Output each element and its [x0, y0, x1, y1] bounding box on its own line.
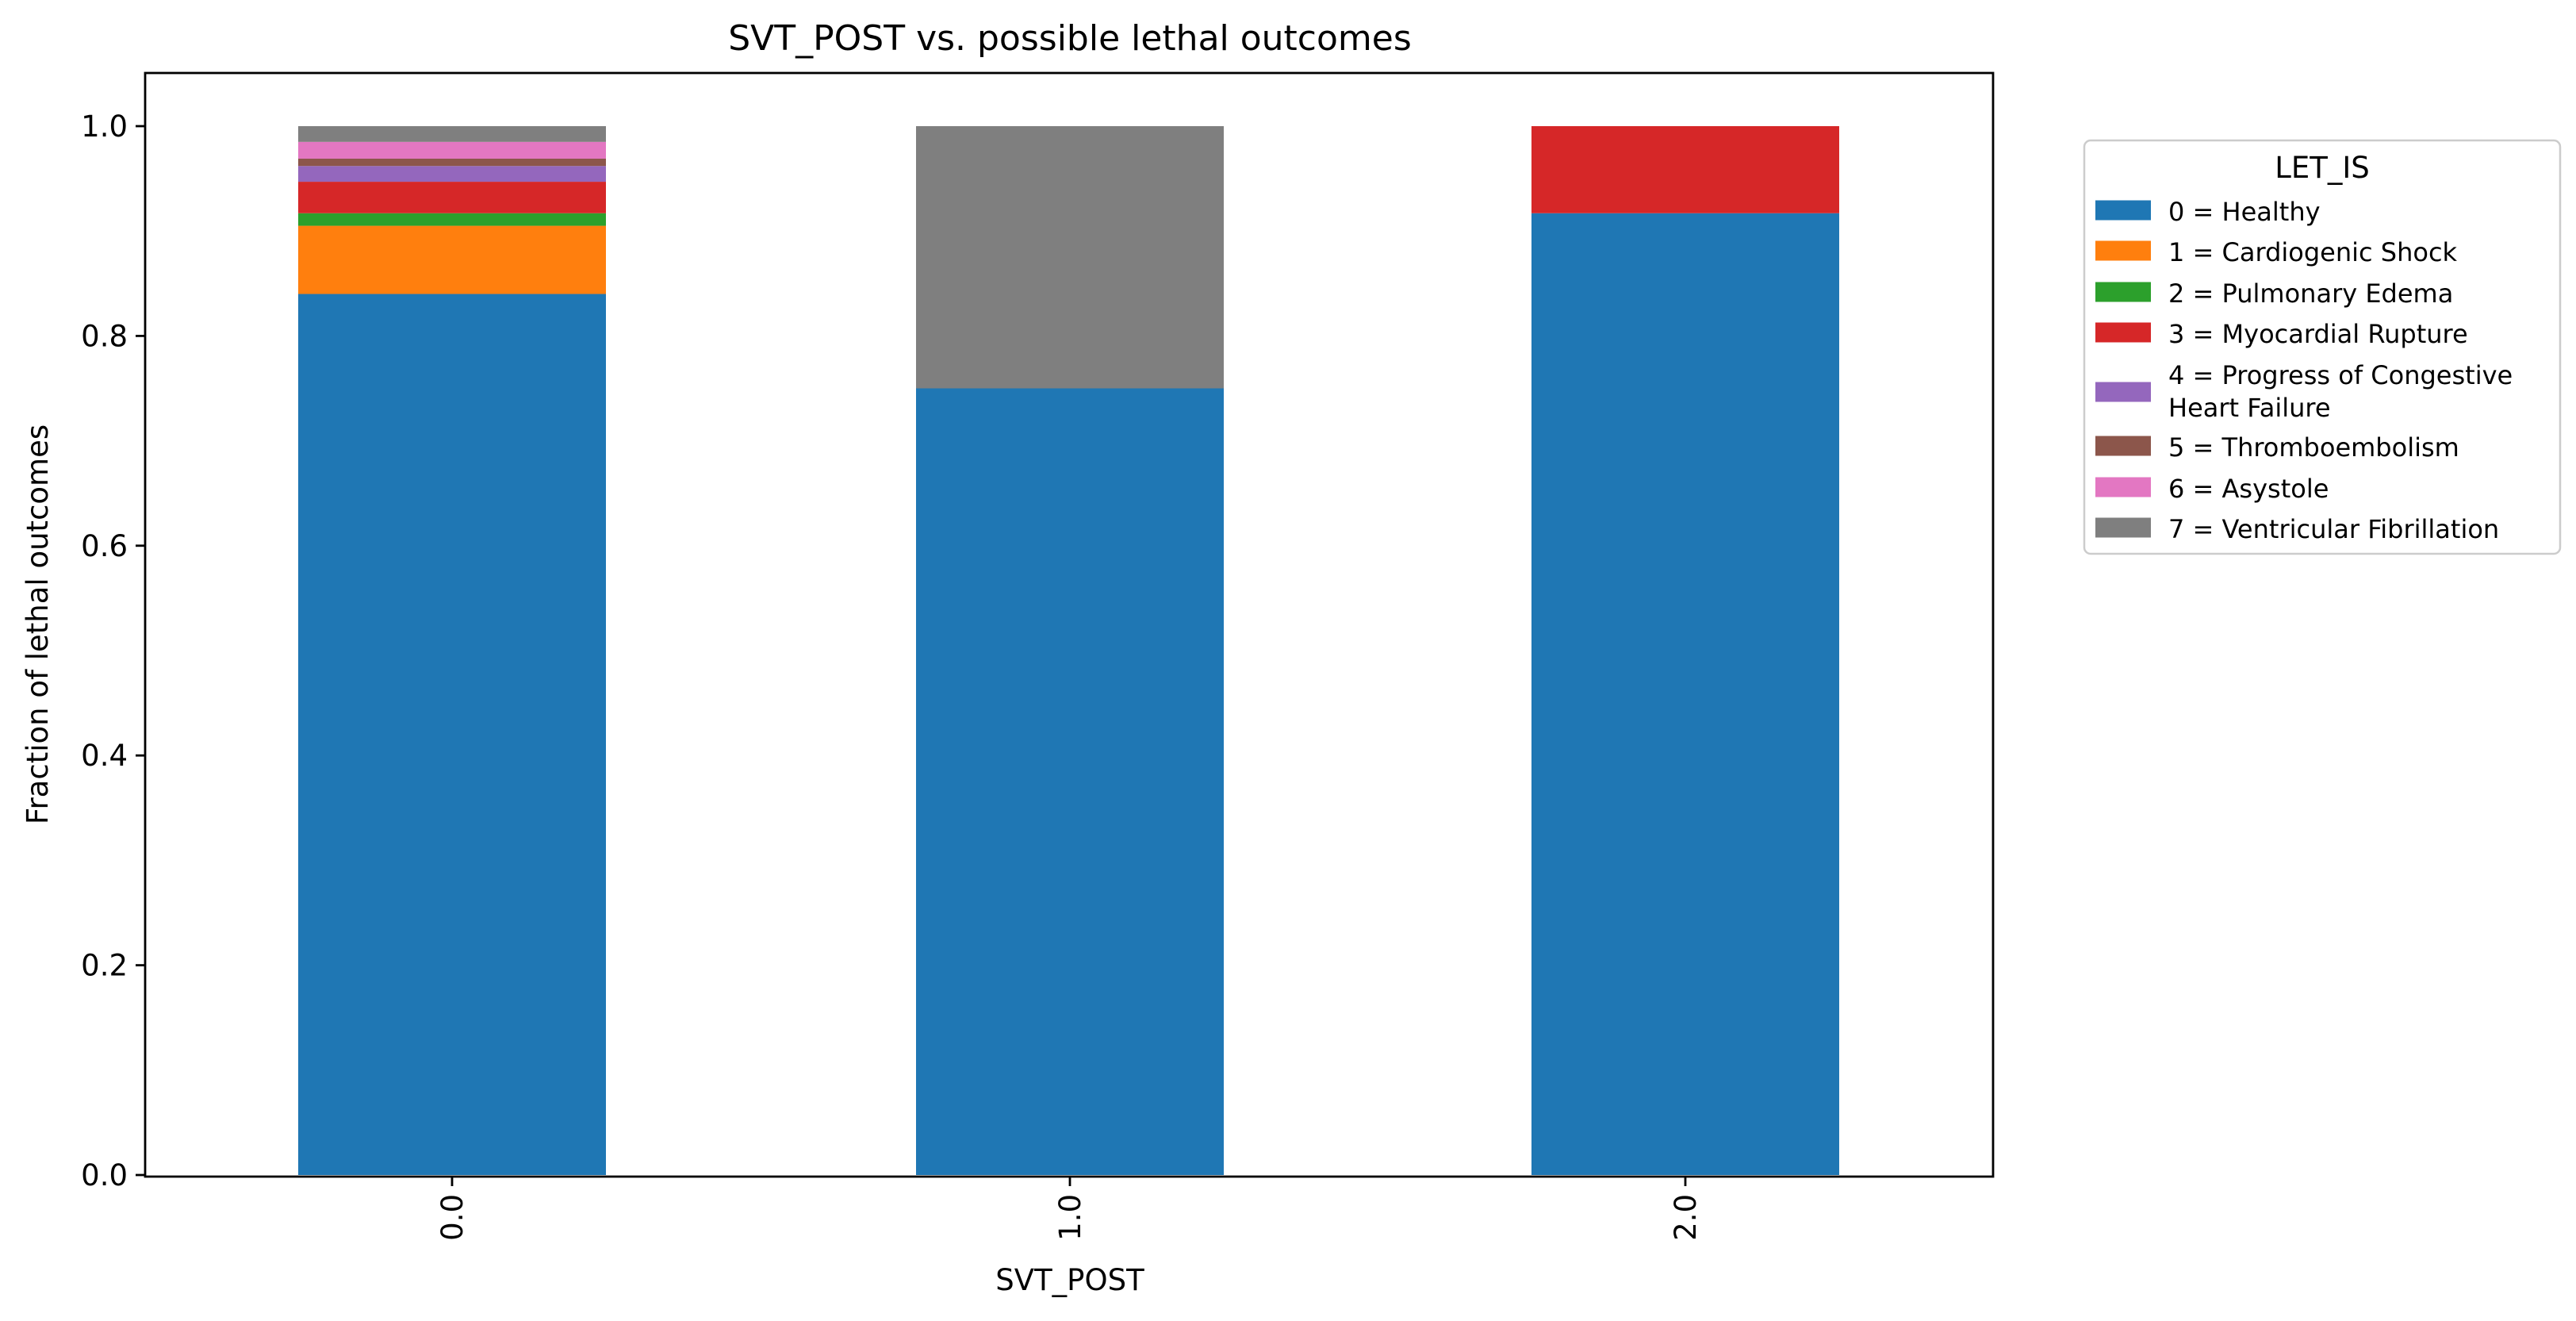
legend-swatch	[2095, 200, 2151, 221]
bar-segment	[298, 166, 606, 182]
bar-segment	[298, 182, 606, 213]
bar-segment	[298, 225, 606, 294]
legend-frame	[2083, 139, 2562, 555]
legend: LET_IS 0 = Healthy 1 = Cardiogenic Shock 2…	[2083, 139, 2562, 555]
x-tick-label: 0.0	[435, 1194, 470, 1241]
x-axis-label: SVT_POST	[995, 1263, 1144, 1297]
legend-label: 5 = Thromboembolism	[2168, 432, 2459, 463]
bars-layer	[298, 126, 1839, 1175]
legend-label: 1 = Cardiogenic Shock	[2168, 237, 2458, 267]
x-tick-label: 2.0	[1669, 1194, 1703, 1241]
legend-swatch	[2095, 517, 2151, 538]
legend-swatch	[2095, 477, 2151, 497]
y-tick-label: 0.4	[81, 739, 128, 773]
legend-label: 3 = Myocardial Rupture	[2168, 319, 2468, 349]
bar-segment	[1531, 213, 1839, 1175]
bar-segment	[1531, 126, 1839, 213]
y-tick-label: 0.8	[81, 319, 128, 353]
legend-label: 0 = Healthy	[2168, 197, 2321, 227]
bar-segment	[298, 141, 606, 159]
legend-label: 6 = Asystole	[2168, 474, 2329, 504]
bar-segment	[916, 388, 1224, 1175]
y-tick-label: 0.2	[81, 949, 128, 983]
x-tick-label: 1.0	[1053, 1194, 1087, 1241]
legend-label: Heart Failure	[2168, 393, 2331, 423]
bar-segment	[298, 126, 606, 142]
y-tick-label: 0.6	[81, 529, 128, 563]
bar-segment	[298, 294, 606, 1175]
y-axis: 0.0 0.2 0.4 0.6 0.8 1.0	[81, 109, 145, 1192]
legend-swatch	[2095, 282, 2151, 302]
legend-title: LET_IS	[2275, 151, 2370, 185]
chart-title: SVT_POST vs. possible lethal outcomes	[728, 18, 1412, 59]
legend-label: 2 = Pulmonary Edema	[2168, 278, 2453, 309]
y-tick-label: 0.0	[81, 1158, 128, 1192]
bar-segment	[916, 126, 1224, 389]
bar-segment	[298, 213, 606, 226]
x-axis: 0.0 1.0 2.0	[435, 1177, 1703, 1241]
y-tick-label: 1.0	[81, 109, 128, 144]
legend-label: 7 = Ventricular Fibrillation	[2168, 514, 2499, 544]
legend-swatch	[2095, 382, 2151, 402]
legend-swatch	[2095, 240, 2151, 261]
legend-swatch	[2095, 436, 2151, 456]
bar-segment	[298, 158, 606, 167]
legend-swatch	[2095, 322, 2151, 343]
legend-label: 4 = Progress of Congestive	[2168, 360, 2513, 390]
y-axis-label: Fraction of lethal outcomes	[21, 424, 55, 824]
